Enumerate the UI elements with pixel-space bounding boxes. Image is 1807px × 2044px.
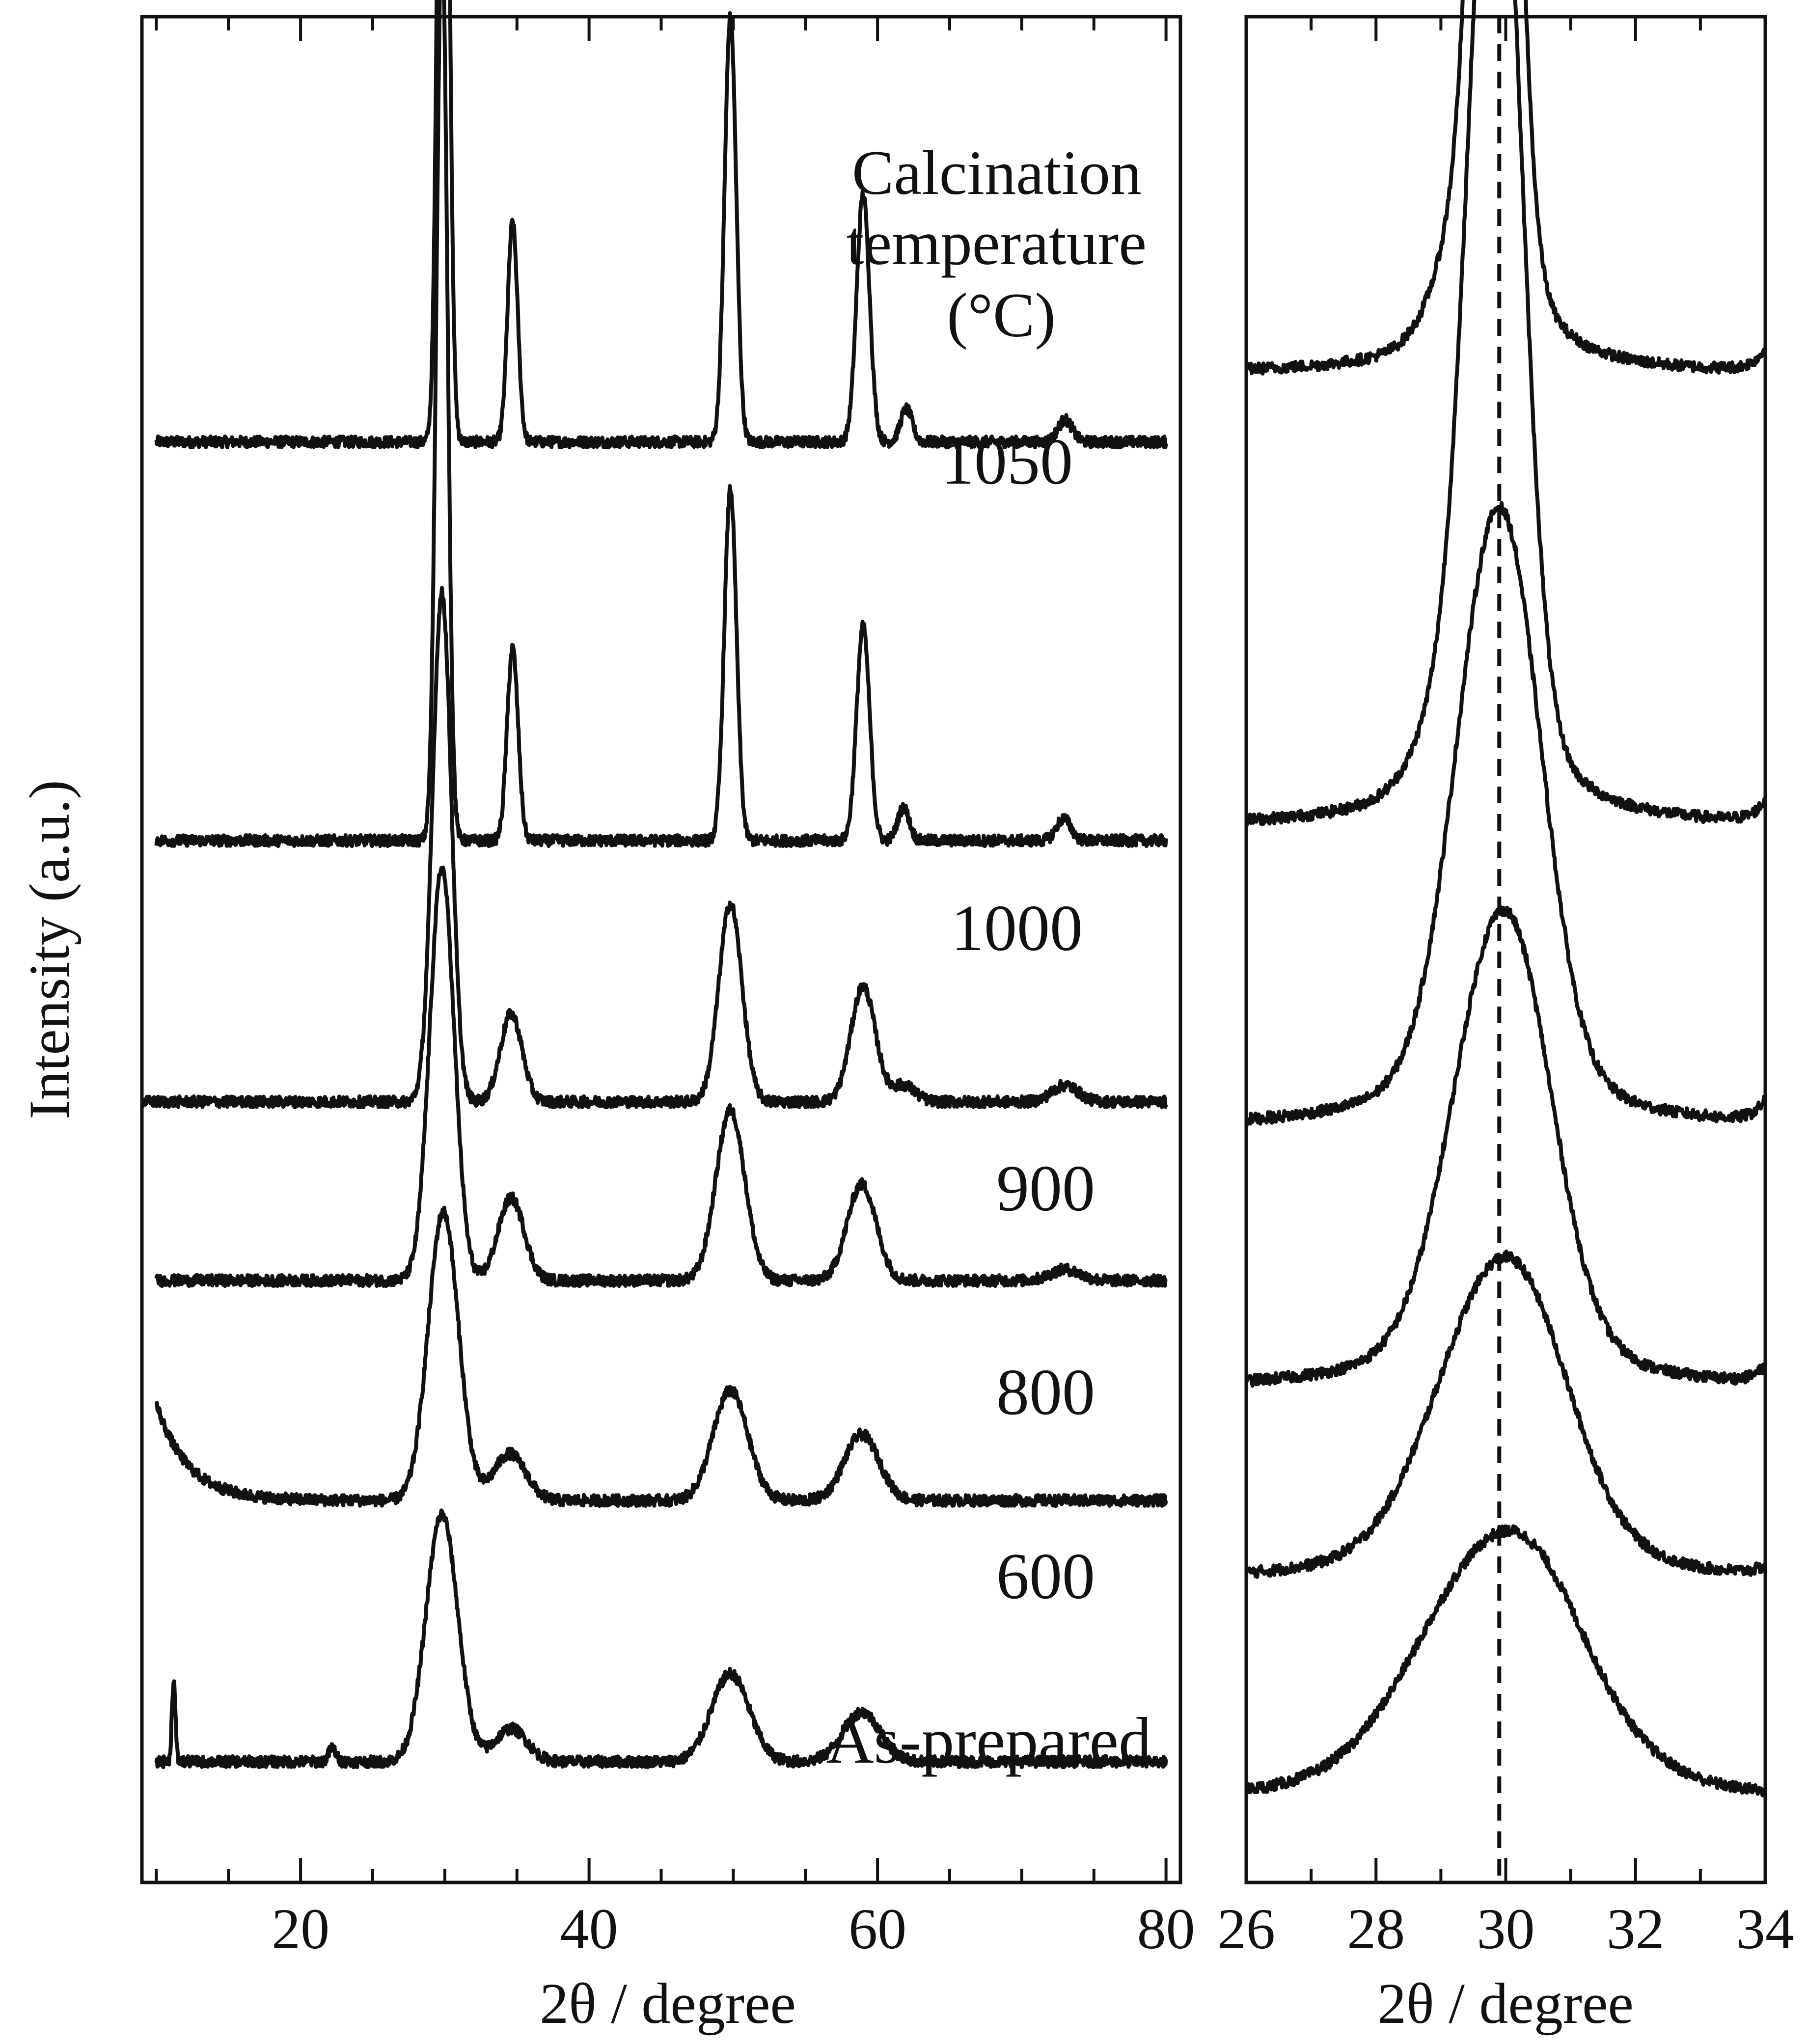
legend-title-line-2: temperature (847, 208, 1147, 278)
curve-label-800: 800 (996, 1356, 1095, 1428)
trace-600 (154, 1205, 1168, 1508)
curve-label-as-prepared: As-prepared (826, 1704, 1151, 1777)
zoom-x-axis-label: 2θ / degree (1377, 1971, 1634, 2036)
trace-1050 (154, 0, 1168, 450)
wide-range-curve-labels: 1050 1000 900 800 600 As-prepared (826, 425, 1151, 1777)
trace-800 (154, 866, 1168, 1288)
zoom-trace-1000 (1245, 0, 1767, 827)
zoom-panel: 26 28 30 32 34 2θ / degree (1217, 0, 1794, 2036)
trace-900 (140, 586, 1168, 1110)
zoom-trace-600 (1244, 1249, 1767, 1579)
zoom-trace-900 (1245, 501, 1767, 1126)
wide-range-x-axis-label: 2θ / degree (540, 1971, 796, 2036)
zoom-plot-frame (1244, 15, 1767, 1884)
x-tick-label: 34 (1736, 1897, 1794, 1961)
legend-title-line-1: Calcination (852, 138, 1142, 208)
x-tick-label: 30 (1477, 1897, 1535, 1961)
x-tick-label: 32 (1607, 1897, 1665, 1961)
wide-range-x-tick-labels: 20 40 60 80 (272, 1897, 1195, 1961)
zoom-trace-800 (1244, 904, 1767, 1388)
x-tick-label: 60 (849, 1897, 906, 1961)
curve-label-900: 900 (996, 1152, 1095, 1225)
y-axis-label: Intensity (a.u.) (17, 780, 82, 1119)
zoom-trace-1050 (1245, 0, 1767, 376)
x-tick-label: 40 (560, 1897, 618, 1961)
trace-as-prepared (154, 1508, 1168, 1770)
zoom-traces (1244, 0, 1767, 1798)
wide-range-traces (140, 0, 1168, 1770)
zoom-x-tick-labels: 26 28 30 32 34 (1217, 1897, 1794, 1961)
x-tick-label: 20 (272, 1897, 329, 1961)
zoom-x-ticks (1245, 17, 1767, 1882)
x-tick-label: 26 (1217, 1897, 1275, 1961)
x-tick-label: 80 (1137, 1897, 1195, 1961)
zoom-trace-as-prepared (1244, 1524, 1766, 1798)
curve-label-1050: 1050 (941, 425, 1073, 498)
curve-label-600: 600 (996, 1540, 1095, 1612)
trace-1000 (154, 0, 1168, 848)
curve-label-1000: 1000 (951, 892, 1083, 964)
x-tick-label: 28 (1347, 1897, 1405, 1961)
legend-title: Calcination temperature (°C) (847, 138, 1147, 350)
wide-range-panel: 20 40 60 80 1050 1000 900 800 600 As-prepared Ca… (17, 0, 1195, 2036)
legend-title-line-3: (°C) (947, 280, 1056, 350)
